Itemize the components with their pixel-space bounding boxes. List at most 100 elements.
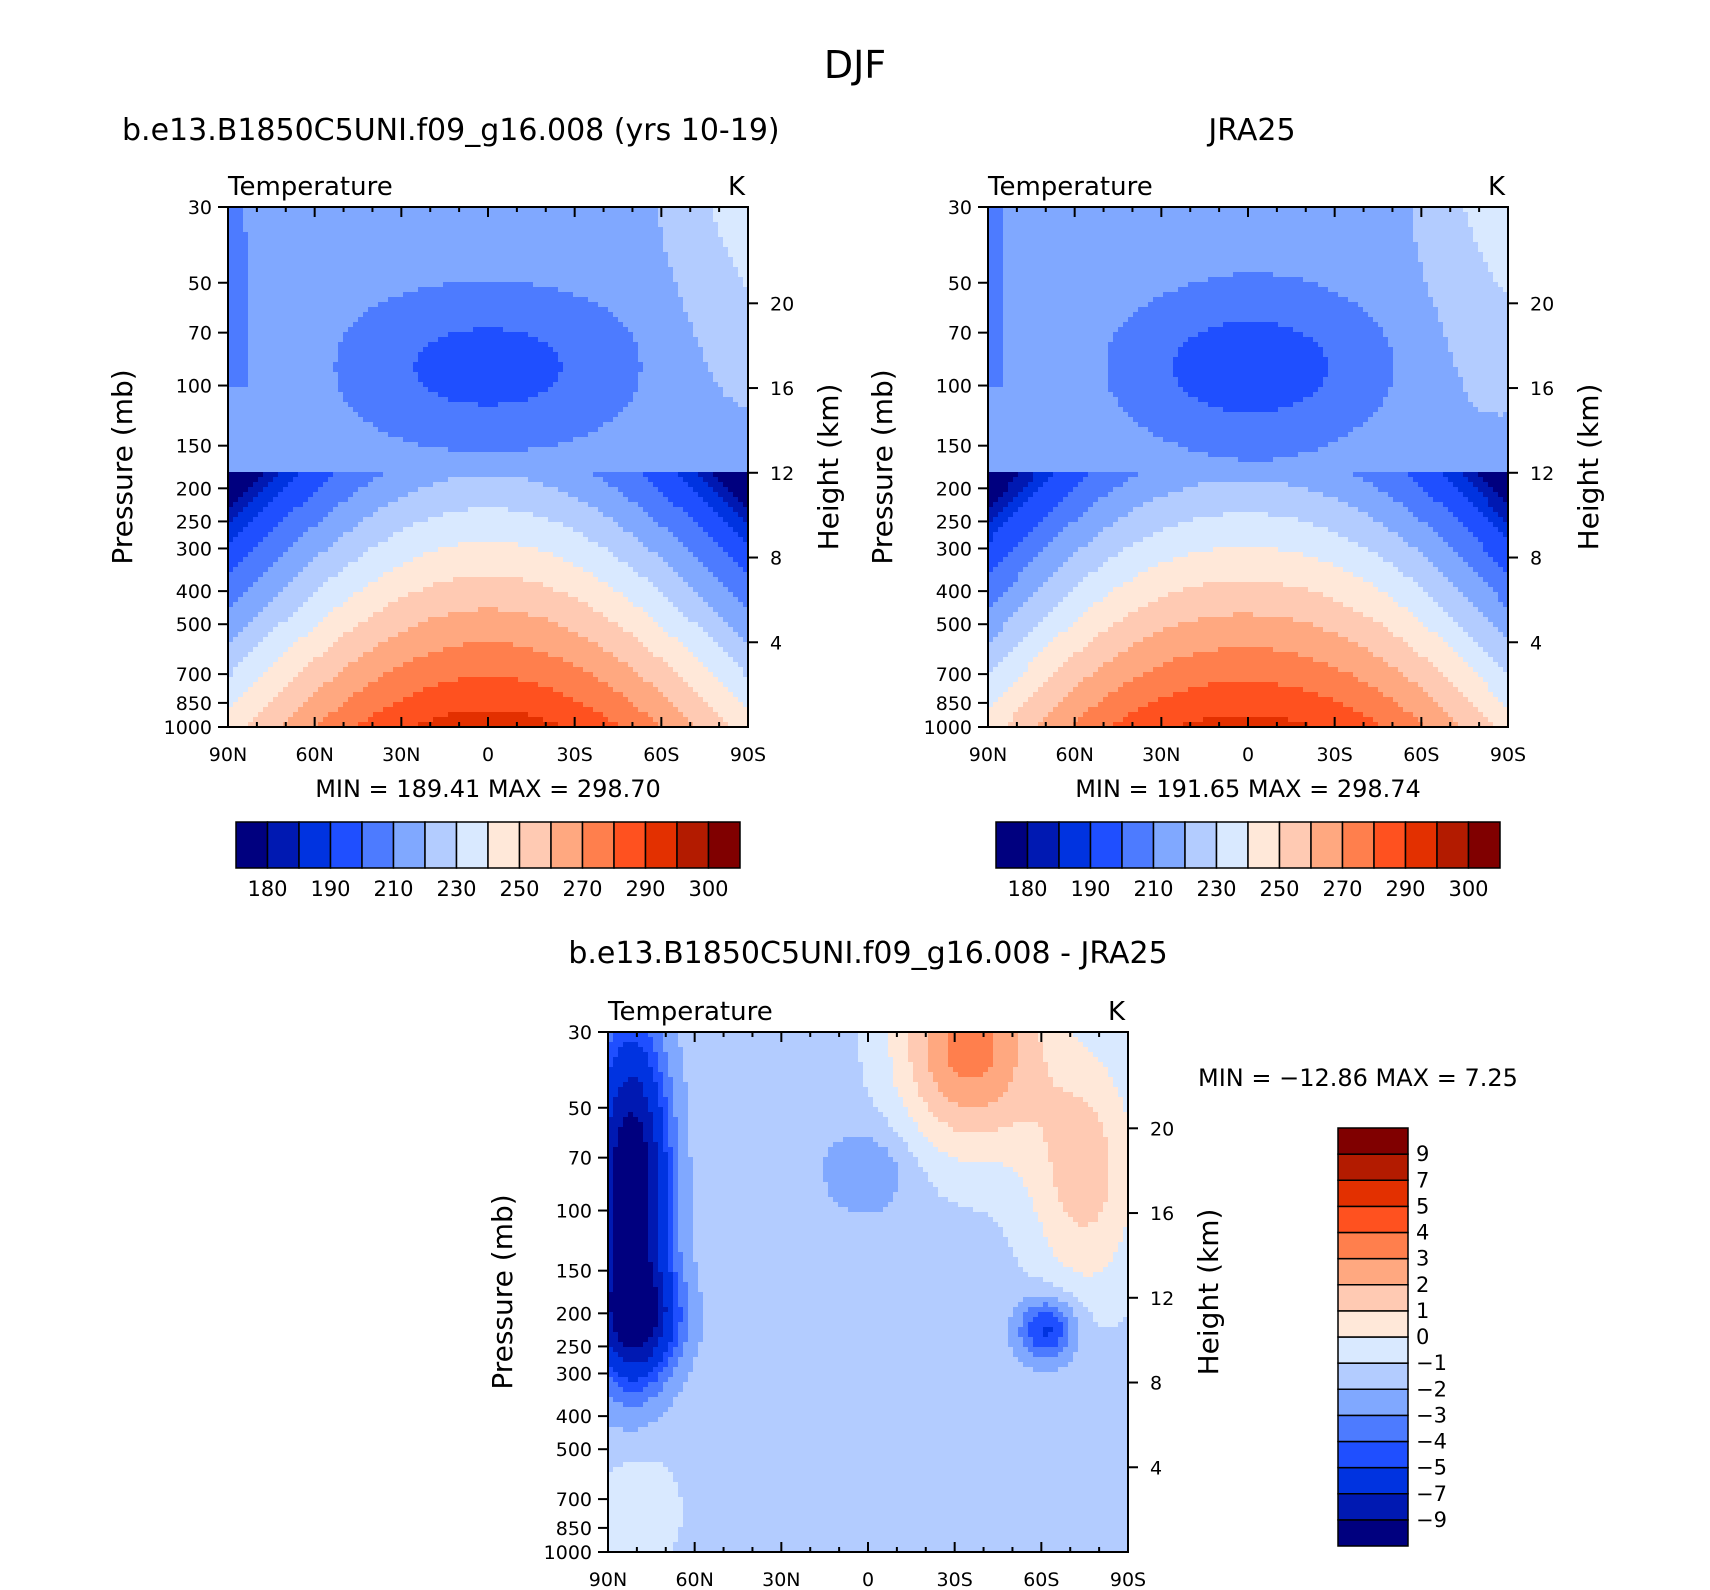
field-cell <box>503 277 509 283</box>
field-cell <box>548 302 554 308</box>
field-cell <box>678 242 684 248</box>
field-cell <box>258 377 264 383</box>
field-cell <box>578 342 584 348</box>
field-cell <box>503 257 509 263</box>
field-cell <box>388 352 394 358</box>
field-cell <box>578 407 584 413</box>
field-cell <box>738 327 744 333</box>
field-cell <box>588 387 594 393</box>
field-cell <box>333 332 339 338</box>
field-cell <box>618 357 624 363</box>
field-cell <box>388 227 394 233</box>
field-cell <box>343 217 349 223</box>
field-cell <box>263 442 269 448</box>
field-cell <box>708 427 714 433</box>
field-cell <box>283 387 289 393</box>
field-cell <box>523 237 529 243</box>
field-cell <box>293 422 299 428</box>
field-cell <box>448 267 454 273</box>
field-cell <box>543 292 549 298</box>
field-cell <box>733 207 739 213</box>
field-cell <box>658 217 664 223</box>
field-cell <box>393 437 399 443</box>
field-cell <box>588 317 594 323</box>
field-cell <box>558 212 564 218</box>
field-cell <box>428 362 434 368</box>
field-cell <box>328 407 334 413</box>
field-cell <box>493 217 499 223</box>
field-cell <box>718 382 724 388</box>
field-cell <box>343 312 349 318</box>
field-cell <box>288 322 294 328</box>
field-cell <box>278 277 284 283</box>
field-cell <box>718 232 724 238</box>
field-cell <box>608 417 614 423</box>
field-cell <box>243 207 249 213</box>
field-cell <box>713 407 719 413</box>
field-cell <box>498 217 504 223</box>
field-cell <box>353 437 359 443</box>
field-cell <box>308 427 314 433</box>
field-cell <box>308 232 314 238</box>
field-cell <box>423 377 429 383</box>
field-cell <box>428 392 434 398</box>
field-cell <box>628 312 634 318</box>
field-cell <box>318 422 324 428</box>
field-cell <box>308 422 314 428</box>
field-cell <box>583 297 589 303</box>
field-cell <box>723 247 729 253</box>
field-cell <box>358 337 364 343</box>
field-cell <box>403 317 409 323</box>
field-cell <box>563 347 569 353</box>
field-cell <box>283 327 289 333</box>
field-cell <box>663 267 669 273</box>
field-cell <box>648 242 654 248</box>
field-cell <box>628 362 634 368</box>
field-cell <box>263 257 269 263</box>
field-cell <box>373 247 379 253</box>
field-cell <box>588 307 594 313</box>
field-cell <box>743 282 749 288</box>
field-cell <box>563 297 569 303</box>
field-cell <box>498 307 504 313</box>
field-cell <box>233 247 239 253</box>
field-cell <box>703 417 709 423</box>
field-cell <box>368 262 374 268</box>
field-cell <box>553 232 559 238</box>
field-cell <box>593 227 599 233</box>
field-cell <box>663 367 669 373</box>
field-cell <box>698 322 704 328</box>
field-cell <box>663 287 669 293</box>
field-cell <box>268 242 274 248</box>
field-cell <box>688 257 694 263</box>
field-cell <box>658 337 664 343</box>
field-cell <box>308 322 314 328</box>
field-cell <box>703 262 709 268</box>
field-cell <box>298 387 304 393</box>
field-cell <box>553 397 559 403</box>
field-cell <box>628 352 634 358</box>
field-cell <box>493 227 499 233</box>
field-cell <box>743 397 749 403</box>
field-cell <box>723 322 729 328</box>
field-cell <box>533 427 539 433</box>
field-cell <box>538 212 544 218</box>
field-cell <box>598 357 604 363</box>
field-cell <box>583 247 589 253</box>
field-cell <box>648 307 654 313</box>
field-cell <box>543 337 549 343</box>
field-cell <box>578 287 584 293</box>
field-cell <box>523 427 529 433</box>
field-cell <box>668 302 674 308</box>
field-cell <box>738 422 744 428</box>
field-cell <box>268 362 274 368</box>
field-cell <box>703 312 709 318</box>
field-cell <box>293 387 299 393</box>
field-cell <box>583 422 589 428</box>
field-cell <box>513 252 519 258</box>
field-cell <box>353 242 359 248</box>
field-cell <box>423 257 429 263</box>
field-cell <box>628 247 634 253</box>
field-cell <box>533 312 539 318</box>
field-cell <box>513 312 519 318</box>
